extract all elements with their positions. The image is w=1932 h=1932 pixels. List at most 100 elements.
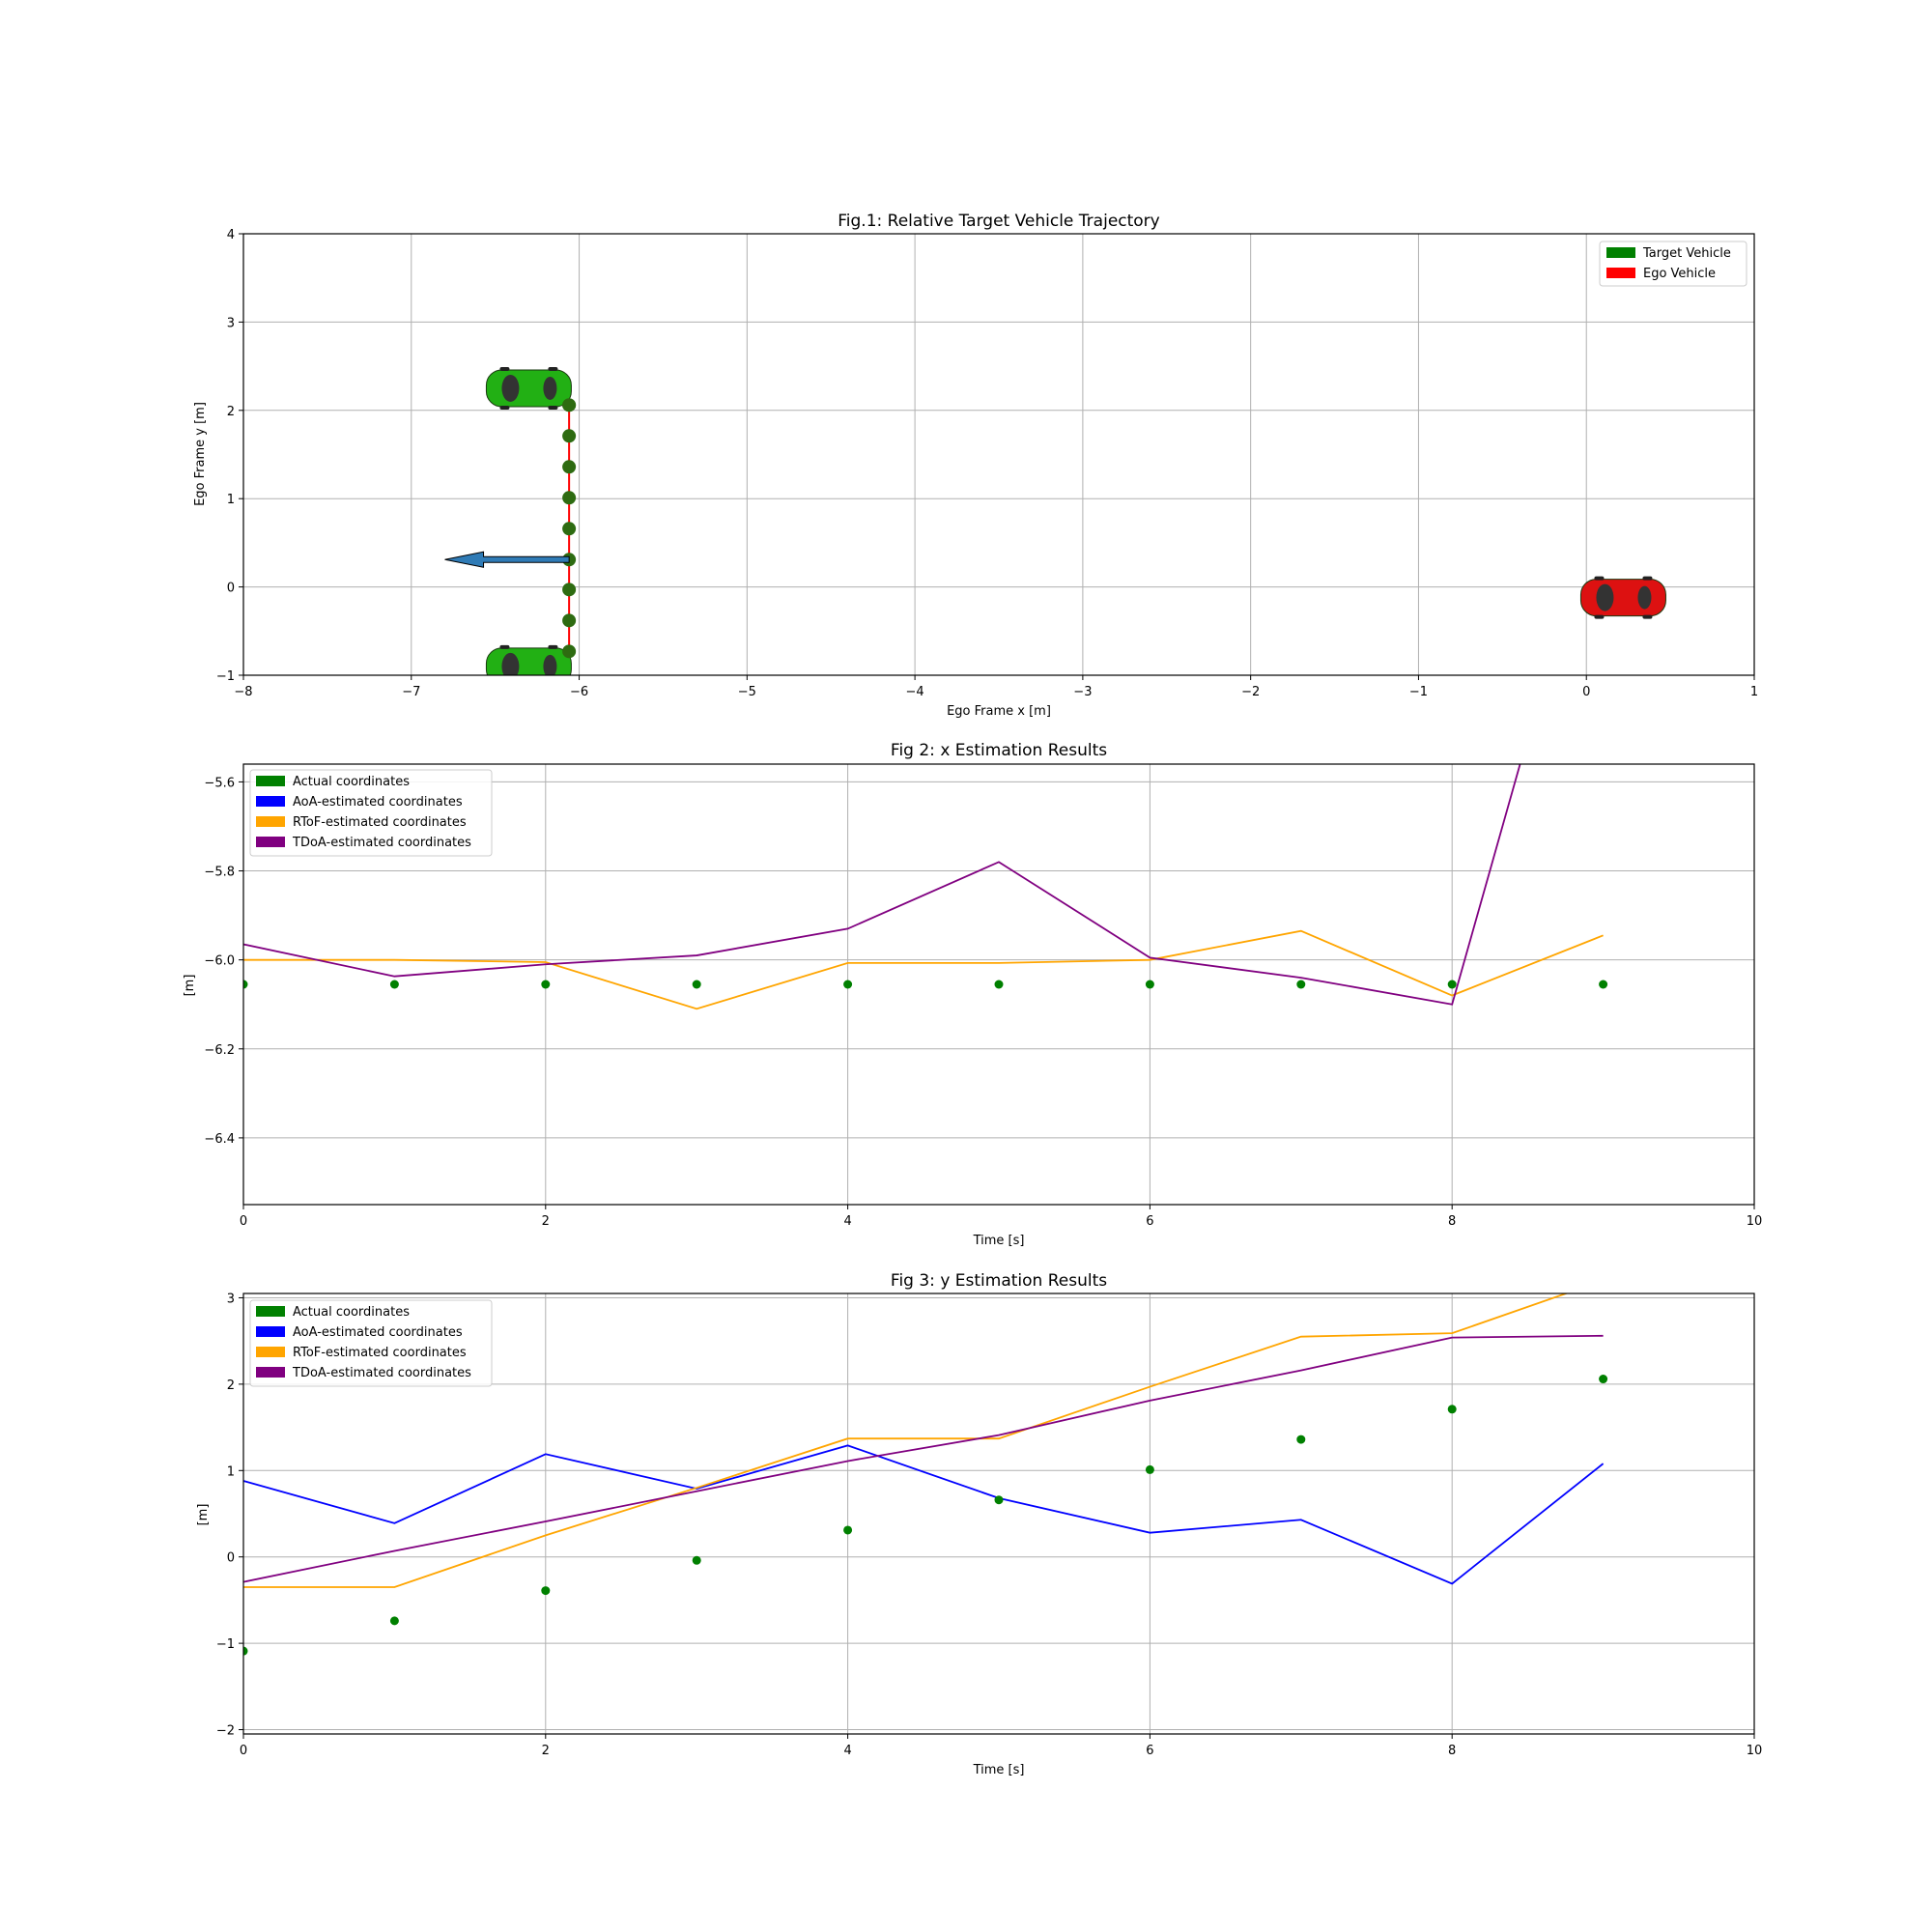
chart-title: Fig 3: y Estimation Results xyxy=(891,1271,1107,1291)
ego-vehicle-icon xyxy=(1579,576,1666,619)
y-tick-label: 2 xyxy=(227,1378,235,1393)
grid-lines xyxy=(242,233,1755,676)
y-tick-label: −6.2 xyxy=(204,1043,235,1058)
chart-title: Fig 2: x Estimation Results xyxy=(891,741,1107,760)
x-tick-label: −3 xyxy=(1073,685,1092,699)
y-tick-label: 0 xyxy=(227,1551,235,1566)
axes-frame xyxy=(242,763,1755,1206)
data-point xyxy=(1145,1464,1154,1474)
data-point xyxy=(1447,1405,1457,1414)
trajectory-point xyxy=(562,613,577,628)
axes-frame xyxy=(242,233,1755,676)
car-rear-window xyxy=(1637,585,1652,610)
data-point xyxy=(1599,980,1608,989)
legend-label: RToF-estimated coordinates xyxy=(293,815,467,830)
x-tick-label: 2 xyxy=(542,1744,550,1758)
data-point xyxy=(1145,980,1154,989)
target-vehicle-icon xyxy=(485,644,572,688)
data-point xyxy=(243,1646,248,1656)
x-tick-label: 0 xyxy=(240,1214,247,1229)
car-wheel xyxy=(548,405,558,410)
legend-swatch-target-vehicle xyxy=(1606,247,1635,258)
trajectory-point xyxy=(562,582,577,597)
car-body xyxy=(485,369,572,408)
x-axis-label: Time [s] xyxy=(973,1234,1025,1248)
legend-swatch-rtof xyxy=(256,1347,285,1357)
x-tick-label: −2 xyxy=(1241,685,1260,699)
data-point xyxy=(692,980,701,989)
y-axis-label: [m] xyxy=(183,975,197,997)
car-windshield xyxy=(501,374,520,402)
y-tick-label: 0 xyxy=(227,582,235,596)
trajectory-point xyxy=(562,460,577,474)
panel-y-estimation: Fig 3: y Estimation Results 0 2 4 6 8 10 −2−1… xyxy=(196,1271,1762,1777)
legend: Actual coordinates AoA-estimated coordin… xyxy=(249,1299,493,1387)
chart-title: Fig.1: Relative Target Vehicle Trajector… xyxy=(838,212,1160,231)
x-tick-label: −8 xyxy=(234,685,252,699)
x-ticks: 0 2 4 6 8 10 xyxy=(240,1205,1762,1229)
legend-label: TDoA-estimated coordinates xyxy=(292,1366,471,1380)
series-line xyxy=(243,1293,1569,1588)
trajectory-point xyxy=(562,491,577,505)
plot-area xyxy=(243,1293,1608,1656)
car-windshield xyxy=(1596,583,1614,611)
x-tick-label: 4 xyxy=(843,1214,851,1229)
legend-swatch-actual xyxy=(256,1306,285,1317)
series-line xyxy=(243,1444,1605,1585)
axes-frame xyxy=(242,1293,1755,1735)
x-tick-label: 6 xyxy=(1146,1214,1153,1229)
legend-box xyxy=(249,1299,493,1387)
car-wheel xyxy=(499,366,510,371)
series-line xyxy=(243,1334,1604,1583)
x-ticks: 0 2 4 6 8 10 xyxy=(240,1734,1762,1758)
y-tick-label: −5.8 xyxy=(204,866,235,880)
panel-x-estimation: Fig 2: x Estimation Results 0 2 4 6 8 10 −6.4… xyxy=(183,741,1762,1248)
car-wheel xyxy=(548,684,557,688)
x-tick-label: −4 xyxy=(906,685,924,699)
legend-swatch-tdoa xyxy=(256,1367,285,1378)
car-wheel xyxy=(1642,614,1653,619)
y-axis-label: Ego Frame y [m] xyxy=(193,402,208,506)
trajectory-point xyxy=(562,429,577,443)
legend-label: TDoA-estimated coordinates xyxy=(292,836,471,850)
legend-swatch-aoa xyxy=(256,1326,285,1337)
legend-swatch-aoa xyxy=(256,796,285,807)
data-point xyxy=(1599,1375,1608,1384)
x-tick-label: 0 xyxy=(240,1744,247,1758)
legend-swatch-rtof xyxy=(256,816,285,827)
data-point xyxy=(994,980,1004,989)
x-axis-label: Ego Frame x [m] xyxy=(947,704,1051,719)
data-point xyxy=(243,980,248,989)
car-wheel xyxy=(548,644,558,649)
y-axis-label: [m] xyxy=(196,1504,211,1526)
car-rear-window xyxy=(543,654,557,675)
trajectory-point xyxy=(562,398,577,412)
target-vehicle-icon xyxy=(485,366,572,410)
data-point xyxy=(843,1525,853,1535)
data-point xyxy=(1296,1435,1306,1444)
car-wheel xyxy=(1594,614,1605,619)
trajectory-point xyxy=(562,522,577,536)
y-tick-label: 1 xyxy=(227,1464,235,1479)
data-point xyxy=(389,980,399,989)
y-tick-label: −1 xyxy=(216,1637,235,1652)
plot-area xyxy=(444,366,1666,688)
panel-trajectory: Fig.1: Relative Target Vehicle Trajector… xyxy=(193,212,1758,719)
legend: Target Vehicle Ego Vehicle xyxy=(1599,241,1747,287)
legend-box xyxy=(249,769,493,857)
data-point xyxy=(843,980,853,989)
y-tick-label: −2 xyxy=(216,1724,235,1739)
plot-area xyxy=(243,764,1608,1010)
x-tick-label: 4 xyxy=(843,1744,851,1758)
legend-swatch-tdoa xyxy=(256,837,285,847)
data-point xyxy=(692,1555,701,1565)
series-line xyxy=(243,764,1521,1006)
x-ticks: −8 −7 −6 −5 −4 −3 −2 −1 0 1 xyxy=(234,675,1758,699)
legend-label: AoA-estimated coordinates xyxy=(293,795,463,810)
y-ticks: −6.4 −6.2 −6.0 −5.8 −5.6 xyxy=(204,776,243,1147)
legend-swatch-ego-vehicle xyxy=(1606,268,1635,278)
x-tick-label: 6 xyxy=(1146,1744,1153,1758)
data-point xyxy=(1447,980,1457,989)
y-tick-label: −1 xyxy=(216,669,235,684)
